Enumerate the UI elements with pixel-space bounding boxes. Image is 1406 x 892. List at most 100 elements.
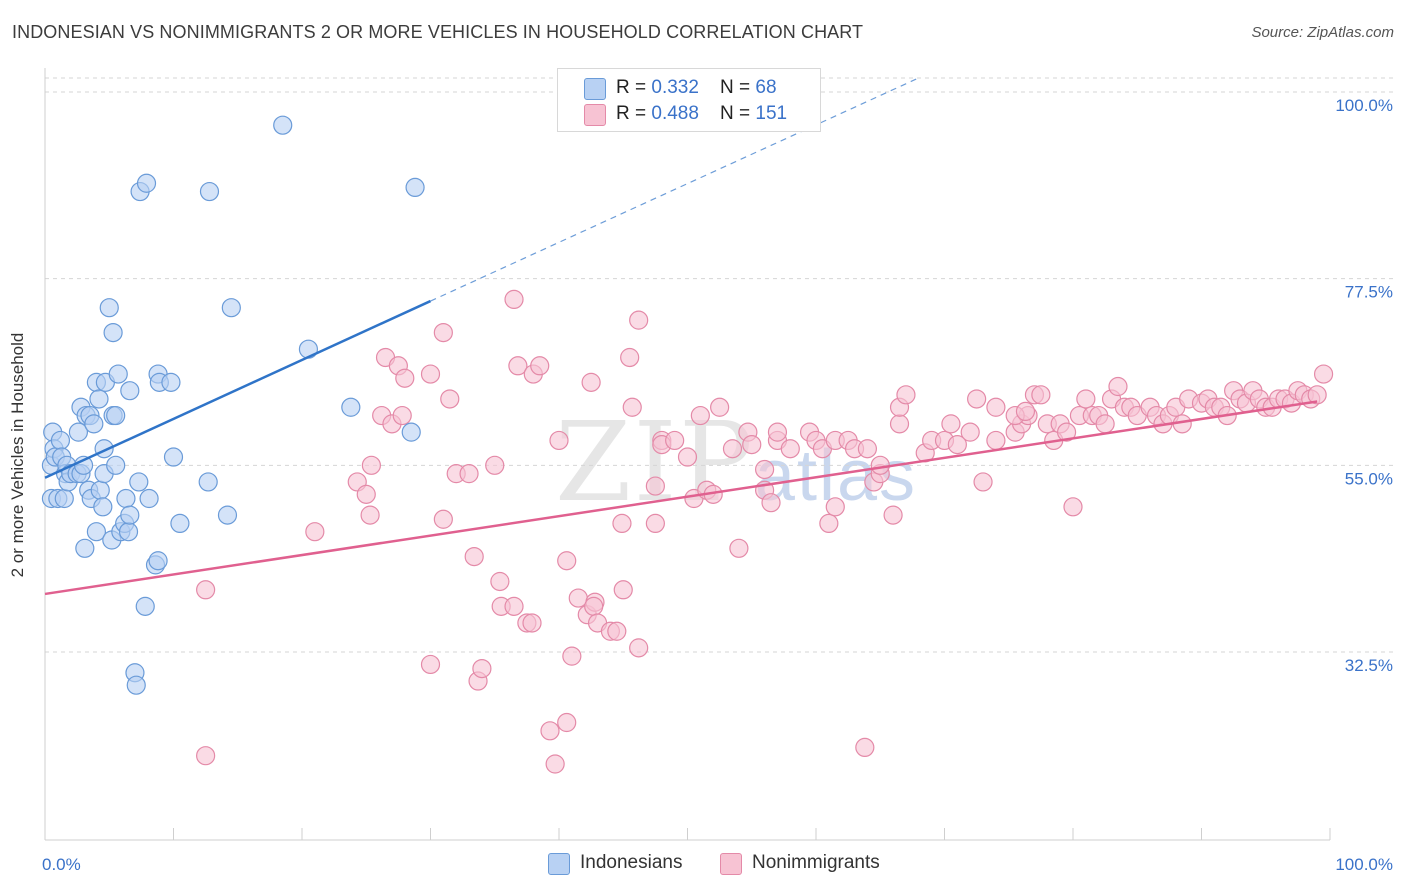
nonimmigrant-point xyxy=(557,551,577,571)
nonimmigrant-point xyxy=(780,439,800,459)
nonimmigrant-point xyxy=(754,459,775,480)
nonimmigrant-point xyxy=(196,746,216,766)
n-label: N = xyxy=(720,103,756,124)
legend-label: Nonimmigrants xyxy=(752,852,880,873)
nonimmigrant-point xyxy=(420,654,441,675)
indonesian-point xyxy=(93,497,113,517)
legend-label: Indonesians xyxy=(580,852,683,873)
nonimmigrant-point xyxy=(986,430,1006,451)
nonimmigrant-point xyxy=(819,513,839,534)
nonimmigrant-point xyxy=(196,580,216,600)
x-tick-label: 100.0% xyxy=(1335,855,1393,874)
r-value: 0.488 xyxy=(651,103,699,124)
nonimmigrant-point xyxy=(464,546,484,567)
nonimmigrant-point xyxy=(440,389,460,409)
nonimmigrant-point xyxy=(485,455,505,475)
indonesian-point xyxy=(106,405,126,426)
nonimmigrant-point xyxy=(1063,497,1083,517)
nonimmigrant-point xyxy=(620,347,640,368)
nonimmigrant-point xyxy=(677,447,698,467)
nonimmigrant-point xyxy=(825,497,845,517)
nonimmigrant-point xyxy=(967,389,987,409)
n-value: 151 xyxy=(755,103,788,124)
indonesians-legend-swatch xyxy=(548,853,570,875)
nonimmigrant-point xyxy=(613,580,633,600)
nonimmigrant-point xyxy=(1031,385,1051,405)
nonimmigrant-point xyxy=(1076,389,1096,409)
nonimmigrant-point xyxy=(941,414,961,434)
x-tick-label: 0.0% xyxy=(42,855,81,874)
indonesian-point xyxy=(135,596,155,616)
nonimmigrant-point xyxy=(761,493,781,513)
indonesian-point xyxy=(86,522,107,542)
indonesian-point xyxy=(90,480,110,500)
nonimmigrant-point xyxy=(986,397,1006,417)
nonimmigrant-point xyxy=(629,638,649,658)
indonesian-point xyxy=(89,389,109,409)
y-axis-label: 2 or more Vehicles in Household xyxy=(8,332,27,578)
indonesian-point xyxy=(84,414,104,434)
trend-line xyxy=(44,299,432,479)
y-tick-label: 55.0% xyxy=(1345,469,1393,488)
nonimmigrant-point xyxy=(530,356,550,376)
indonesian-point xyxy=(161,372,181,392)
indonesian-point xyxy=(221,298,241,318)
indonesian-point xyxy=(217,505,238,525)
nonimmigrant-point xyxy=(973,472,993,492)
trend-line xyxy=(44,400,1318,596)
nonimmigrant-point xyxy=(1307,385,1327,405)
indonesian-point xyxy=(120,505,140,525)
nonimmigrant-point xyxy=(607,621,627,641)
nonimmigrant-point xyxy=(540,721,560,741)
nonimmigrant-point xyxy=(710,397,730,417)
nonimmigrant-point xyxy=(1313,364,1334,384)
indonesian-point xyxy=(163,447,184,467)
nonimmigrant-point xyxy=(896,385,916,405)
indonesian-point xyxy=(148,551,168,571)
indonesian-point xyxy=(126,675,146,695)
nonimmigrant-point xyxy=(545,754,565,774)
correlation-legend: R = 0.332 N = 68 R = 0.488 N = 151 xyxy=(557,68,821,132)
indonesian-point xyxy=(401,422,421,442)
nonimmigrant-point xyxy=(960,422,980,442)
nonimmigrant-point xyxy=(522,613,542,633)
nonimmigrant-point xyxy=(690,405,710,426)
y-tick-label: 77.5% xyxy=(1345,283,1393,302)
nonimmigrant-point xyxy=(665,430,685,451)
indonesian-point xyxy=(120,381,140,401)
nonimmigrant-point xyxy=(1015,401,1036,422)
indonesian-point xyxy=(68,422,89,442)
indonesian-point xyxy=(199,181,220,202)
nonimmigrant-point xyxy=(420,364,441,384)
nonimmigrant-point xyxy=(1056,422,1077,442)
nonimmigrant-point xyxy=(581,372,601,392)
nonimmigrant-point xyxy=(855,737,875,758)
trend-line-extension xyxy=(430,77,920,302)
indonesian-point xyxy=(170,513,190,534)
nonimmigrant-point xyxy=(612,513,632,534)
nonimmigrant-point xyxy=(629,310,649,330)
nonimmigrant-point xyxy=(395,368,415,388)
r-label: R = xyxy=(616,103,652,124)
nonimmigrant-point xyxy=(392,405,412,426)
indonesian-point xyxy=(341,397,361,417)
nonimmigrant-point xyxy=(1108,376,1128,397)
nonimmigrant-point xyxy=(360,505,380,525)
nonimmigrant-point xyxy=(433,322,453,343)
nonimmigrant-point xyxy=(767,422,788,442)
indonesian-point xyxy=(273,115,293,135)
indonesian-point xyxy=(108,364,128,384)
nonimmigrant-point xyxy=(883,505,903,525)
n-value: 68 xyxy=(755,77,777,98)
indonesian-point xyxy=(54,488,74,509)
nonimmigrant-point xyxy=(433,509,453,529)
nonimmigrant-point xyxy=(490,571,510,592)
nonimmigrant-point xyxy=(1095,414,1115,434)
nonimmigrant-point xyxy=(508,356,528,376)
nonimmigrant-point xyxy=(889,414,910,434)
nonimmigrant-point xyxy=(622,397,642,417)
y-tick-label: 100.0% xyxy=(1335,96,1393,115)
nonimmigrant-point xyxy=(459,464,479,484)
nonimmigrant-point xyxy=(504,289,524,310)
indonesian-point xyxy=(99,298,119,318)
